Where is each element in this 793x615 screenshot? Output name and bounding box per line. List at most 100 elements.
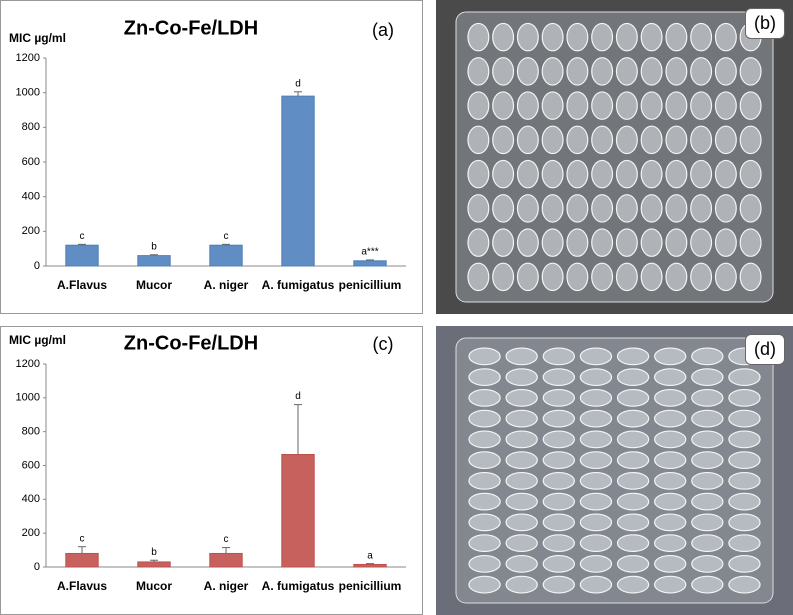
annotation: b — [151, 241, 157, 252]
y-axis-label: MIC µg/ml — [9, 333, 66, 347]
well — [492, 194, 515, 223]
well — [665, 91, 688, 120]
well — [653, 388, 687, 407]
well — [653, 554, 687, 573]
well — [616, 575, 650, 594]
well — [653, 471, 687, 490]
x-tick-label: A. fumigatus — [261, 579, 335, 593]
well — [541, 91, 564, 120]
chart-panel: Zn-Co-Fe/LDH MIC µg/ml (a) 0 200 400 600 800 100… — [0, 0, 423, 314]
well — [640, 159, 663, 189]
well — [579, 430, 613, 449]
y-tick-label: 1200 — [16, 358, 40, 370]
annotation: c — [224, 231, 229, 242]
well — [714, 22, 737, 52]
well — [579, 409, 613, 428]
well — [728, 554, 761, 573]
well — [542, 347, 576, 366]
well — [566, 228, 589, 257]
well — [579, 471, 613, 490]
y-tick-label: 400 — [22, 191, 40, 203]
well — [728, 471, 761, 490]
x-tick-label: A. niger — [203, 579, 249, 593]
well — [566, 262, 589, 292]
y-tick-label: 1200 — [16, 52, 40, 64]
well — [516, 228, 539, 257]
well — [492, 159, 515, 189]
well — [739, 91, 762, 120]
well — [616, 492, 650, 511]
well — [468, 534, 501, 553]
well — [566, 194, 589, 223]
well — [653, 368, 687, 387]
well — [492, 22, 515, 52]
well — [541, 262, 564, 292]
well — [691, 554, 724, 573]
bar — [281, 454, 315, 568]
well — [591, 22, 614, 52]
well — [616, 534, 650, 553]
well — [492, 262, 515, 292]
well — [541, 194, 564, 223]
x-tick-label: A. fumigatus — [261, 278, 335, 292]
y-tick-label: 1000 — [16, 392, 40, 404]
well — [542, 575, 576, 594]
well — [468, 471, 501, 490]
well — [591, 91, 614, 120]
x-tick-label: A. niger — [203, 278, 249, 292]
well — [505, 409, 538, 428]
well — [468, 430, 501, 449]
well — [691, 492, 724, 511]
well — [615, 91, 638, 120]
photo: (d) — [436, 326, 793, 615]
well — [468, 409, 501, 428]
well — [505, 451, 538, 470]
well — [541, 22, 564, 52]
well — [579, 554, 613, 573]
well — [467, 57, 490, 86]
well — [728, 409, 761, 428]
well — [728, 368, 761, 387]
well — [591, 57, 614, 86]
well — [591, 125, 614, 155]
annotation: b — [151, 547, 157, 558]
well — [468, 554, 501, 573]
bar — [137, 561, 171, 568]
well — [714, 57, 737, 86]
well — [728, 513, 761, 532]
well — [714, 91, 737, 120]
well — [690, 125, 713, 155]
well — [541, 57, 564, 86]
annotation: a*** — [361, 247, 378, 258]
y-tick-label: 1000 — [16, 87, 40, 99]
well — [468, 368, 501, 387]
well — [640, 194, 663, 223]
well — [616, 430, 650, 449]
well — [665, 262, 688, 292]
plate — [455, 337, 774, 604]
well — [541, 228, 564, 257]
y-tick-label: 0 — [34, 260, 40, 272]
chart-panel: Zn-Co-Fe/LDH MIC µg/ml (c) 0 200 400 600 800 100… — [0, 326, 423, 615]
well — [691, 575, 724, 594]
well — [579, 575, 613, 594]
well — [653, 513, 687, 532]
well — [690, 159, 713, 189]
bar — [353, 563, 387, 568]
well — [467, 125, 490, 155]
well — [615, 125, 638, 155]
well — [492, 91, 515, 120]
well — [468, 492, 501, 511]
well — [616, 347, 650, 366]
y-axis-label: MIC µg/ml — [9, 31, 66, 45]
well — [728, 430, 761, 449]
well — [615, 57, 638, 86]
x-tick-label: Mucor — [136, 579, 172, 593]
well — [566, 159, 589, 189]
well — [467, 194, 490, 223]
well — [505, 347, 538, 366]
well — [516, 194, 539, 223]
well — [542, 409, 576, 428]
well — [505, 388, 538, 407]
well — [653, 430, 687, 449]
